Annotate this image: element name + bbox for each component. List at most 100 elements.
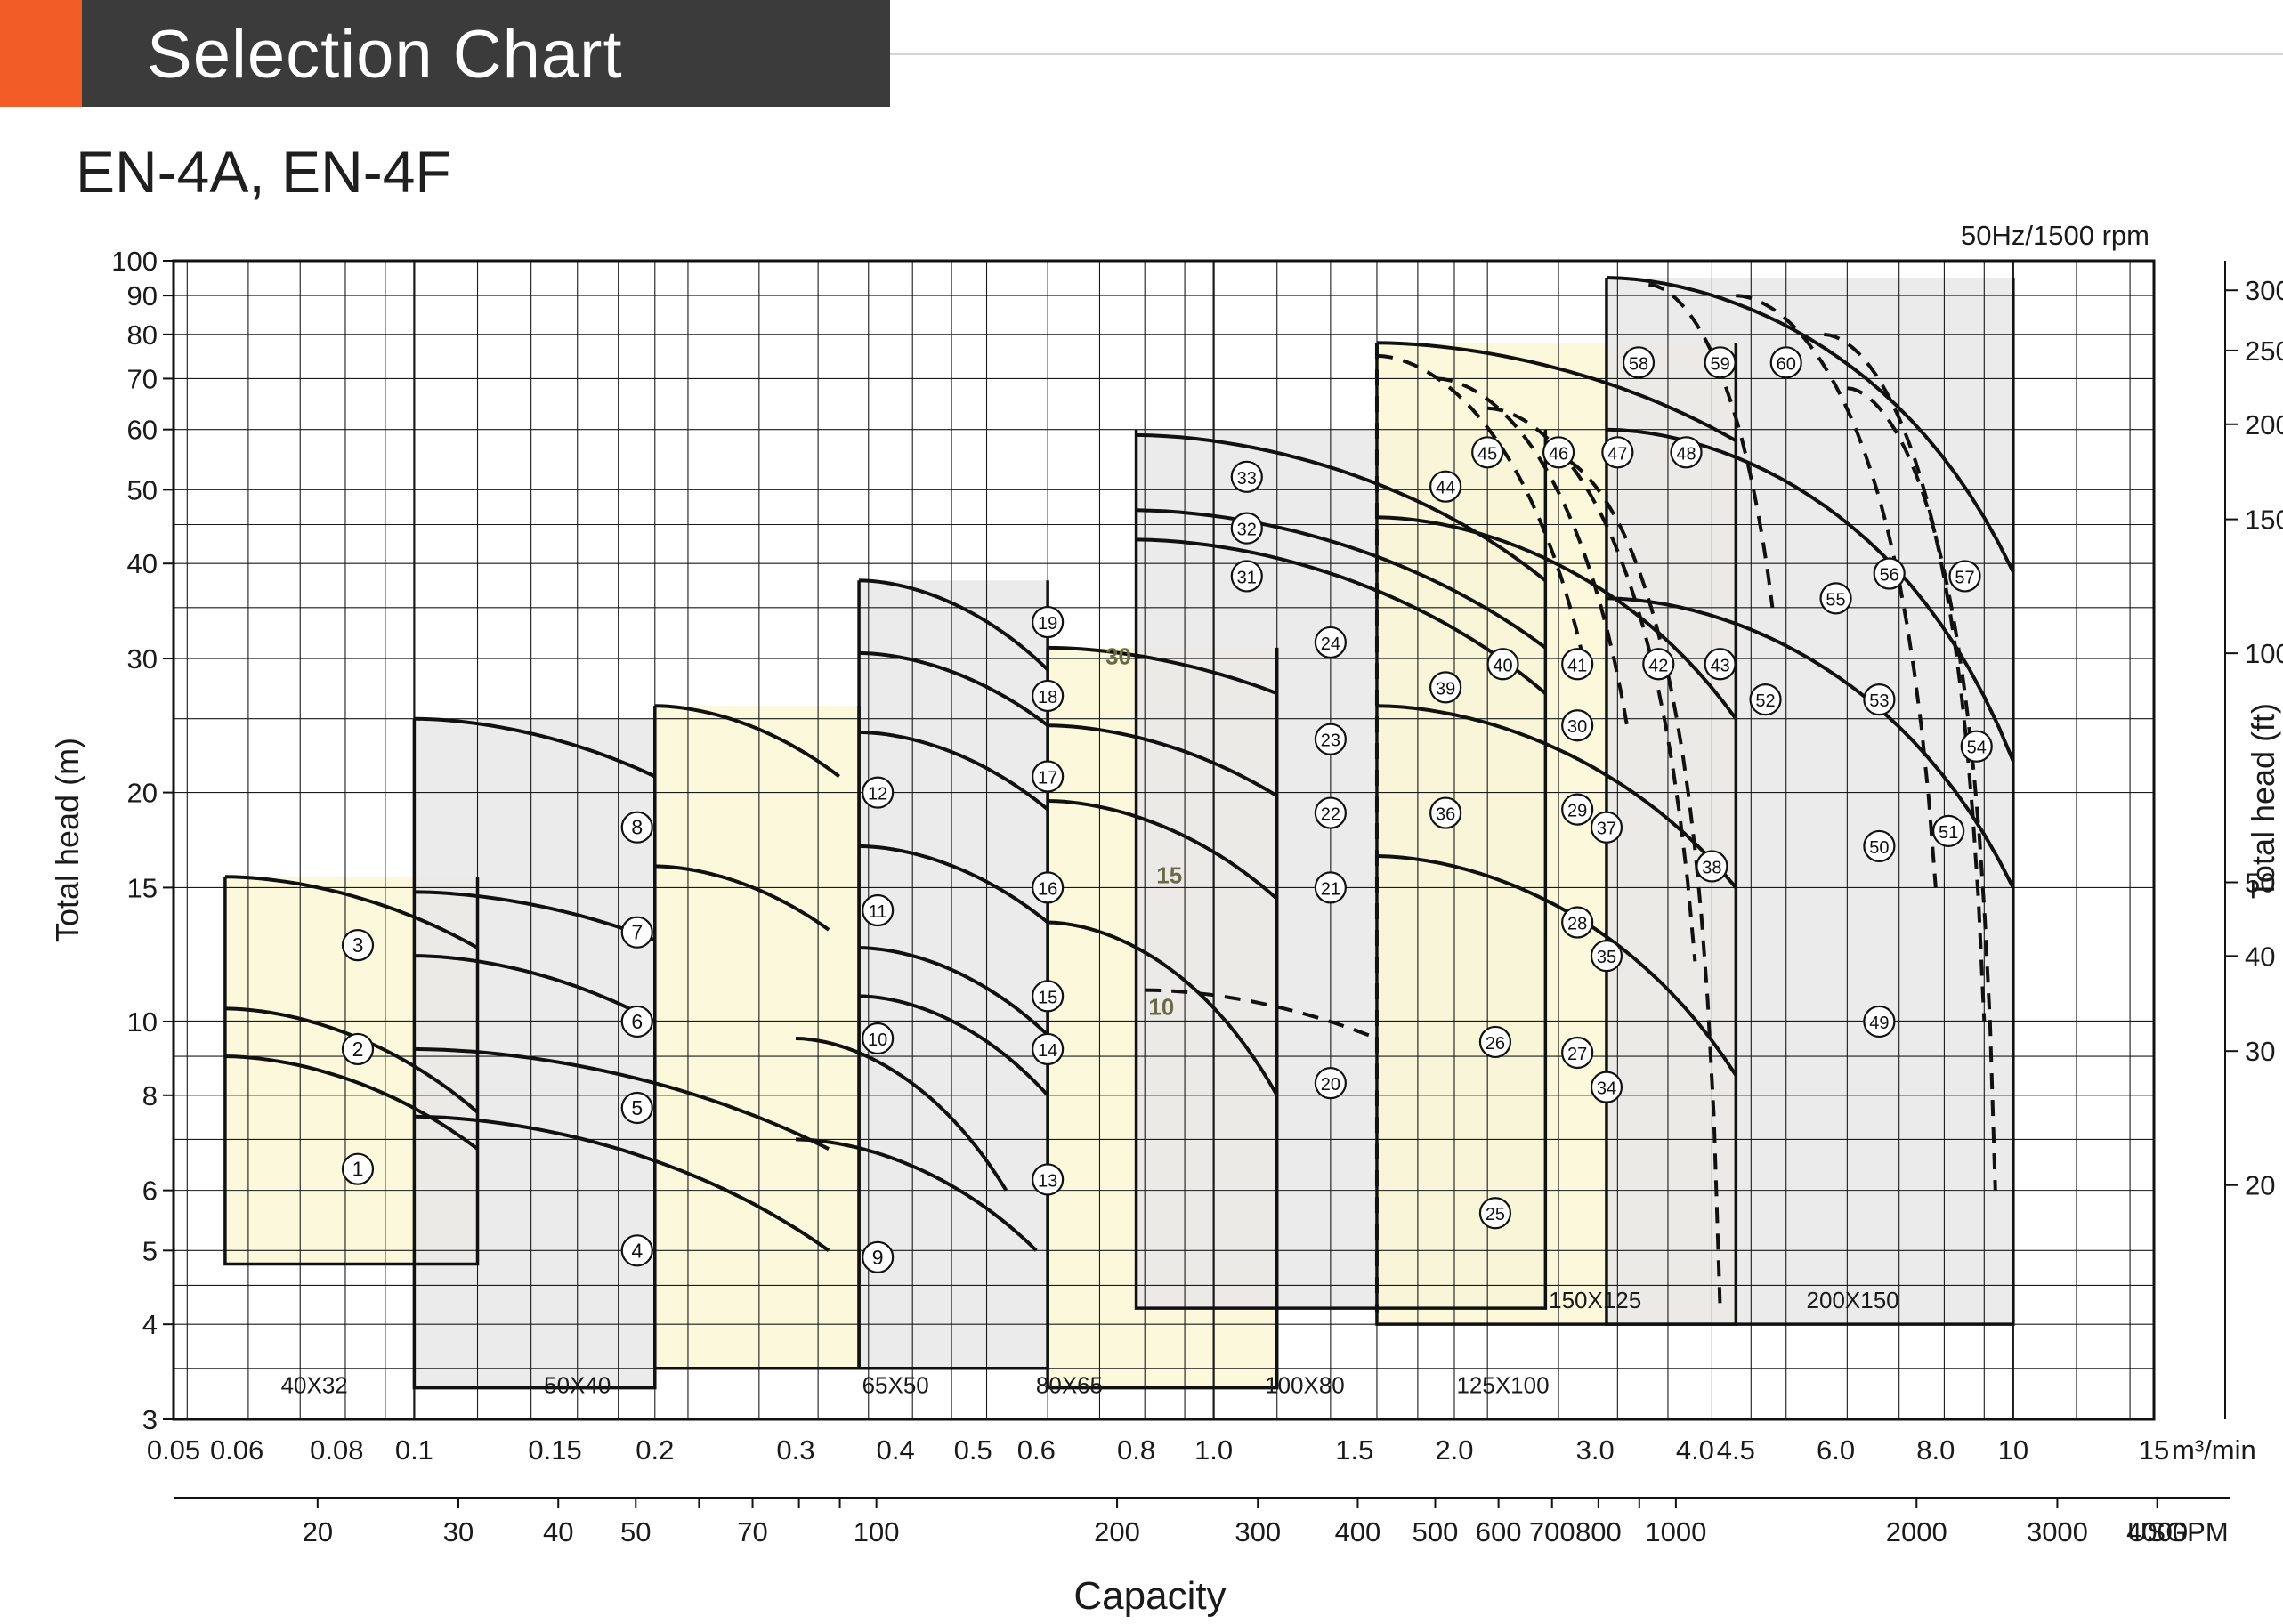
model-marker-21 — [1314, 871, 1347, 904]
model-marker-44 — [1429, 470, 1462, 503]
model-marker-46 — [1542, 436, 1575, 469]
x-unit-label: m³/min — [2172, 1434, 2256, 1466]
model-marker-28 — [1561, 906, 1594, 939]
model-marker-label: 37 — [1597, 820, 1616, 839]
model-marker-41 — [1561, 648, 1594, 681]
model-marker-label: 11 — [869, 902, 887, 922]
model-marker-label: 53 — [1869, 691, 1889, 711]
model-marker-label: 6 — [631, 1010, 643, 1033]
x-tick-label: 15 — [2139, 1434, 2169, 1466]
head-curve — [1376, 854, 1737, 1077]
model-marker-label: 24 — [1321, 634, 1340, 654]
head-curve — [859, 650, 1049, 727]
model-marker-label: 15 — [1038, 988, 1057, 1007]
y-tick-label: 20 — [127, 778, 158, 809]
model-marker-45 — [1471, 436, 1504, 469]
x-tick-label: 3.0 — [1576, 1434, 1615, 1466]
head-curve — [859, 844, 1049, 925]
usgpm-tick-label: 400 — [1335, 1516, 1381, 1547]
model-marker-label: 2 — [352, 1038, 364, 1061]
usgpm-tick-label: 4000 — [2126, 1516, 2188, 1547]
model-marker-label: 44 — [1436, 479, 1455, 498]
model-marker-1 — [341, 1152, 375, 1185]
size-region-65x50 — [654, 706, 860, 1369]
model-marker-label: 17 — [1038, 768, 1057, 788]
model-marker-label: 19 — [1038, 614, 1057, 634]
model-marker-label: 14 — [1038, 1041, 1057, 1061]
efficiency-curve — [1736, 294, 1938, 888]
model-marker-39 — [1429, 671, 1462, 704]
model-marker-13 — [1032, 1163, 1065, 1196]
header-accent — [0, 0, 82, 107]
model-marker-label: 59 — [1710, 354, 1729, 374]
y-tick-label: 15 — [127, 872, 158, 903]
model-marker-10 — [862, 1022, 895, 1055]
model-marker-label: 18 — [1038, 688, 1057, 707]
x-tick-label: 0.5 — [954, 1434, 992, 1466]
head-curve — [1376, 704, 1737, 889]
model-marker-label: 45 — [1477, 444, 1497, 464]
model-marker-11 — [862, 893, 895, 927]
x-tick-label: 0.05 — [147, 1434, 200, 1466]
model-marker-60 — [1769, 346, 1802, 379]
x-tick-label: 0.08 — [310, 1434, 363, 1466]
model-marker-label: 39 — [1436, 679, 1455, 699]
model-marker-label: 21 — [1321, 879, 1340, 899]
model-marker-50 — [1863, 829, 1896, 863]
y-tick-label: 60 — [127, 415, 158, 446]
y-tick-label: 5 — [142, 1235, 158, 1266]
model-marker-25 — [1478, 1197, 1512, 1230]
head-curve — [1048, 645, 1278, 696]
model-marker-51 — [1932, 814, 1965, 847]
efficiency-curve — [1824, 332, 1987, 1022]
model-marker-3 — [341, 929, 375, 962]
model-marker-7 — [620, 916, 653, 949]
model-marker-32 — [1230, 512, 1263, 545]
model-marker-label: 32 — [1237, 521, 1257, 540]
usgpm-tick-label: 2000 — [1886, 1516, 1947, 1547]
model-marker-label: 29 — [1567, 802, 1587, 821]
head-curve — [1048, 723, 1278, 798]
model-marker-label: 16 — [1038, 879, 1057, 899]
y-tick-label: 10 — [127, 1006, 158, 1038]
model-marker-30 — [1561, 709, 1594, 742]
model-marker-label: 8 — [631, 816, 643, 839]
model-marker-label: 13 — [1038, 1171, 1057, 1191]
usgpm-tick-label: 1000 — [1645, 1516, 1706, 1547]
model-marker-label: 52 — [1755, 691, 1775, 711]
model-marker-label: 58 — [1629, 354, 1648, 374]
head-curve — [414, 890, 656, 942]
size-label: 125X100 — [1456, 1371, 1549, 1398]
model-marker-19 — [1032, 605, 1065, 639]
x-tick-label: 0.6 — [1017, 1434, 1056, 1466]
model-marker-47 — [1601, 436, 1634, 469]
model-marker-label: 3 — [352, 933, 364, 957]
model-marker-label: 38 — [1702, 858, 1721, 877]
size-region-50x40 — [414, 718, 655, 1388]
usgpm-tick-label: 500 — [1413, 1516, 1459, 1547]
head-curve — [795, 1037, 1008, 1192]
usgpm-tick-label: 50 — [620, 1516, 651, 1547]
model-marker-label: 30 — [1567, 717, 1587, 737]
x-tick-label: 0.1 — [395, 1434, 433, 1466]
model-marker-22 — [1314, 796, 1347, 829]
ft-tick-label: 100 — [2245, 638, 2283, 669]
size-region-80x65 — [859, 580, 1048, 1369]
model-marker-4 — [620, 1234, 653, 1267]
model-markers: 1234567891011121314151617181920212223242… — [341, 346, 1993, 1273]
model-marker-label: 48 — [1676, 444, 1696, 464]
model-marker-20 — [1314, 1067, 1347, 1100]
model-marker-58 — [1622, 346, 1656, 379]
model-marker-27 — [1561, 1036, 1594, 1070]
y-tick-label: 50 — [127, 474, 158, 505]
model-marker-label: 5 — [631, 1096, 643, 1119]
speed-note: 50Hz/1500 rpm — [1961, 220, 2149, 251]
x-tick-label: 1.0 — [1194, 1434, 1233, 1466]
model-marker-label: 41 — [1567, 656, 1587, 675]
model-marker-36 — [1429, 796, 1462, 829]
y-tick-label: 4 — [142, 1309, 158, 1340]
model-marker-6 — [620, 1005, 653, 1038]
header-bar: Selection Chart — [0, 0, 890, 107]
usgpm-tick-label: 3000 — [2027, 1516, 2088, 1547]
